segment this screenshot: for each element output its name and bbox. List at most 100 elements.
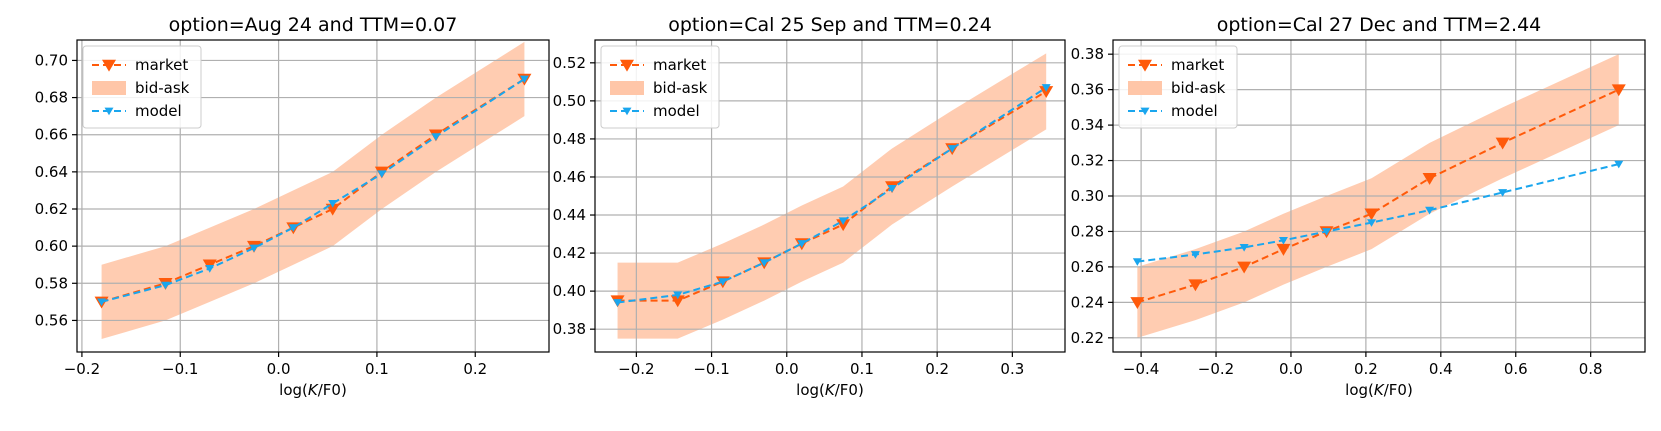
x-tick-label: −0.1 (162, 360, 198, 378)
x-tick-label: 0.1 (850, 360, 874, 378)
chart-panel-1: −0.2 −0.1 0.0 0.1 0.2 0.56 0.58 0.60 0.62 0.64 0.6… (35, 14, 550, 399)
market-point (1237, 261, 1252, 274)
legend-model-label: model (135, 102, 182, 120)
model-point (613, 299, 623, 307)
y-tick-label: 0.42 (553, 244, 586, 262)
legend-bidask-swatch (92, 81, 126, 95)
y-tick-label: 0.32 (1071, 152, 1104, 170)
model-point (673, 291, 683, 300)
x-tick-label: 0.2 (1354, 360, 1378, 378)
x-tick-label: −0.2 (618, 360, 654, 378)
chart-title: option=Aug 24 and TTM=0.07 (169, 14, 458, 36)
y-tick-label: 0.30 (1071, 187, 1104, 205)
legend-market-marker (1138, 59, 1152, 72)
legend-market-label: market (1171, 56, 1224, 74)
model-point (1498, 189, 1508, 197)
y-tick-label: 0.48 (553, 130, 586, 148)
legend: market bid-ask model (600, 45, 720, 129)
model-point (1278, 236, 1288, 245)
legend-bidask-label: bid-ask (653, 79, 708, 97)
y-tick-label: 0.24 (1071, 293, 1104, 311)
legend-box (1118, 45, 1238, 129)
model-point (205, 265, 215, 273)
y-tick-label: 0.70 (35, 51, 68, 69)
legend-market-marker (102, 59, 116, 72)
model-point (431, 133, 441, 141)
model-point (759, 259, 769, 267)
market-point (1276, 243, 1291, 256)
y-tick-label: 0.26 (1071, 258, 1104, 276)
y-tick-label: 0.50 (553, 92, 586, 110)
x-axis-label: log(K/F0) (1345, 381, 1413, 399)
y-tick-label: 0.38 (1071, 45, 1104, 63)
x-axis-label: log(K/F0) (796, 381, 864, 399)
legend: market bid-ask model (82, 45, 202, 129)
x-tick-label: 0.3 (1000, 360, 1024, 378)
x-tick-label: 0.0 (267, 360, 291, 378)
model-point (1322, 228, 1332, 236)
model-point (161, 281, 170, 290)
market-point (1611, 84, 1626, 97)
market-point (1422, 173, 1437, 185)
model-point (947, 145, 957, 153)
model-point (1614, 160, 1624, 169)
market-point (1188, 279, 1203, 292)
x-tick-label: 0.1 (365, 360, 389, 378)
legend-bidask-label: bid-ask (1171, 79, 1226, 97)
y-tick-label: 0.68 (35, 89, 68, 107)
y-tick-label: 0.44 (553, 206, 586, 224)
y-tick-label: 0.40 (553, 282, 586, 300)
market-point (1495, 137, 1510, 150)
model-point (1041, 84, 1051, 92)
chart-panel-3: −0.4 −0.2 0.0 0.2 0.4 0.6 0.8 0.22 0.24 0.26 0.28 0… (1071, 14, 1646, 399)
x-tick-label: −0.2 (1198, 360, 1234, 378)
model-point (887, 185, 897, 193)
axes-frame (76, 39, 550, 353)
y-tick-label: 0.64 (35, 163, 68, 181)
axes-frame (594, 39, 1066, 353)
legend-model-marker (1140, 107, 1150, 116)
legend-market-label: market (653, 56, 706, 74)
market-point (1130, 297, 1145, 310)
model-point (1239, 244, 1249, 252)
model-point (1132, 258, 1142, 266)
chart-title: option=Cal 27 Dec and TTM=2.44 (1217, 14, 1542, 36)
market-line (101, 78, 525, 303)
bid-ask-band (617, 53, 1047, 339)
model-point (1190, 251, 1200, 259)
model-point (377, 170, 387, 178)
model-point (328, 200, 338, 208)
legend-bidask-label: bid-ask (135, 79, 190, 97)
y-tick-label: 0.38 (553, 320, 586, 338)
x-tick-label: −0.1 (693, 360, 729, 378)
legend: market bid-ask model (1118, 45, 1238, 129)
model-point (718, 278, 728, 286)
y-tick-label: 0.36 (1071, 81, 1104, 99)
legend-model-label: model (653, 102, 700, 120)
y-tick-label: 0.56 (35, 311, 68, 329)
market-point (1364, 208, 1379, 221)
chart-panel-2: −0.2 −0.1 0.0 0.1 0.2 0.3 0.38 0.40 0.42 0.44 0.46… (553, 14, 1066, 399)
model-line (101, 78, 525, 303)
x-tick-label: 0.6 (1504, 360, 1528, 378)
y-tick-label: 0.66 (35, 126, 68, 144)
x-tick-label: 0.0 (1279, 360, 1303, 378)
legend-market-label: market (135, 56, 188, 74)
x-tick-label: 0.8 (1579, 360, 1603, 378)
y-tick-label: 0.58 (35, 274, 68, 292)
x-axis-label: log(K/F0) (279, 381, 347, 399)
legend-bidask-swatch (610, 81, 644, 95)
market-point (836, 219, 851, 232)
legend-model-label: model (1171, 102, 1218, 120)
legend-bidask-swatch (1128, 81, 1162, 95)
x-tick-label: −0.2 (64, 360, 100, 378)
y-tick-label: 0.52 (553, 54, 586, 72)
legend-model-marker (622, 107, 632, 116)
legend-box (82, 45, 202, 129)
y-tick-label: 0.62 (35, 200, 68, 218)
x-tick-label: 0.4 (1429, 360, 1453, 378)
x-tick-label: 0.2 (925, 360, 949, 378)
x-tick-label: −0.4 (1123, 360, 1159, 378)
model-point (249, 244, 259, 253)
